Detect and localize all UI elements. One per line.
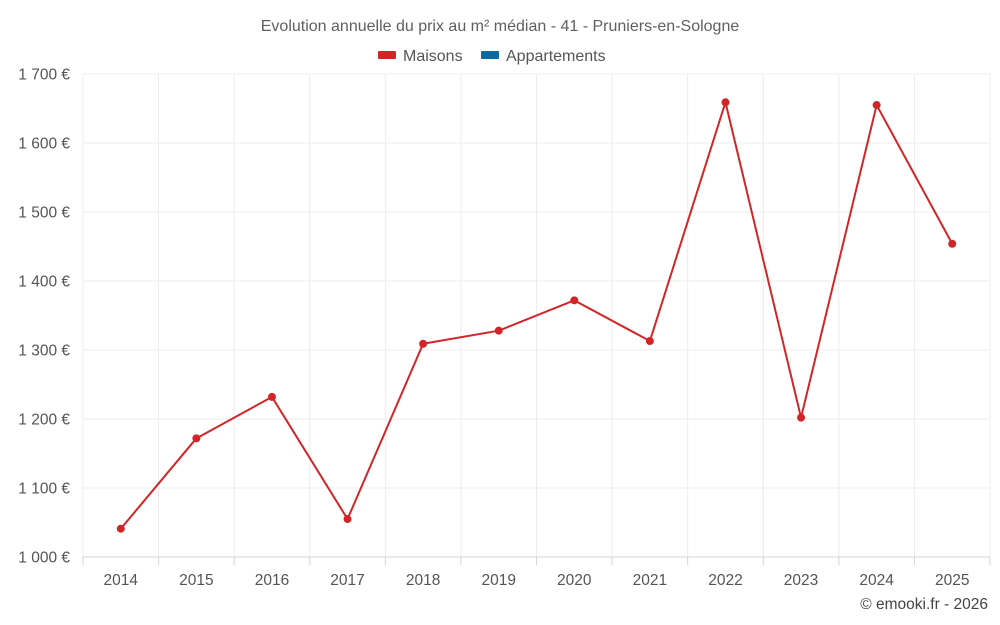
y-tick-label: 1 100 € — [18, 481, 70, 498]
x-gridlines — [82, 74, 991, 557]
x-tick-label: 2021 — [633, 572, 667, 589]
legend: Maisons Appartements — [378, 48, 606, 65]
data-point[interactable]: 2017: 1055 € — [343, 515, 352, 524]
data-point[interactable]: 2014: 1041 € — [116, 524, 125, 533]
y-tick-label: 1 500 € — [18, 205, 70, 222]
y-tick-label: 1 700 € — [18, 67, 70, 84]
data-point[interactable]: 2025: 1454 € — [948, 239, 957, 248]
x-tick-label: 2024 — [859, 572, 894, 589]
y-tick-label: 1 600 € — [18, 136, 70, 153]
x-tick-label: 2022 — [708, 572, 742, 589]
data-point[interactable]: 2022: 1659 € — [721, 98, 730, 107]
data-point[interactable]: 2016: 1232 € — [267, 392, 276, 401]
x-tick-label: 2017 — [330, 572, 364, 589]
data-point[interactable]: 2018: 1309 € — [419, 339, 428, 348]
data-point[interactable]: 2021: 1313 € — [645, 337, 654, 346]
y-tick-label: 1 300 € — [18, 343, 70, 360]
y-tick-label: 1 200 € — [18, 412, 70, 429]
data-point[interactable]: 2015: 1172 € — [192, 434, 201, 443]
legend-swatch-maisons — [378, 51, 396, 59]
x-tick-label: 2023 — [784, 572, 818, 589]
data-point[interactable]: 2024: 1655 € — [872, 101, 881, 110]
data-point[interactable]: 2020: 1372 € — [570, 296, 579, 305]
x-tick-label: 2019 — [481, 572, 515, 589]
legend-item-maisons[interactable]: Maisons — [378, 48, 463, 65]
x-tick-label: 2014 — [104, 572, 139, 589]
data-point[interactable]: 2019: 1328 € — [494, 326, 503, 335]
y-tick-label: 1 000 € — [18, 550, 70, 567]
legend-label-maisons: Maisons — [403, 48, 463, 65]
x-tick-label: 2020 — [557, 572, 592, 589]
x-tick-label: 2015 — [179, 572, 213, 589]
legend-swatch-appartements — [481, 51, 499, 59]
chart-title: Evolution annuelle du prix au m² médian … — [261, 18, 740, 35]
series-line-maisons — [120, 101, 954, 530]
y-axis: 1 000 € 1 100 € 1 200 € 1 300 € 1 400 € 1 500… — [18, 67, 70, 567]
x-tick-label: 2025 — [935, 572, 969, 589]
series-layer: 2014: 1041 € 2015: 1172 € 2016: 1232 € 2017… — [116, 98, 957, 533]
credit-text: © emooki.fr - 2026 — [860, 596, 988, 613]
y-tick-label: 1 400 € — [18, 274, 70, 291]
x-tick-label: 2016 — [255, 572, 289, 589]
x-axis: 2014 2015 2016 2017 2018 2019 2020 2021 2022 2023… — [82, 556, 991, 589]
x-tick-label: 2018 — [406, 572, 440, 589]
legend-item-appartements[interactable]: Appartements — [481, 48, 606, 65]
legend-label-appartements: Appartements — [506, 48, 606, 65]
